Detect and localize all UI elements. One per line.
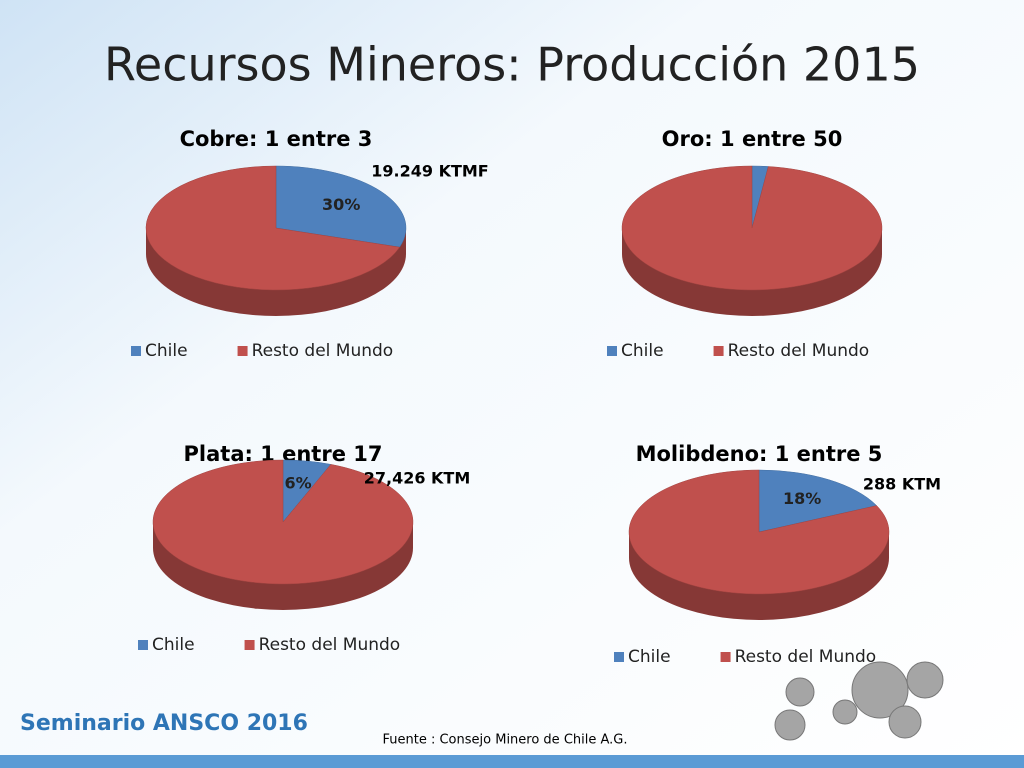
bottom-bar — [0, 755, 1024, 768]
legend-swatch — [138, 640, 148, 650]
legend-swatch — [244, 640, 255, 650]
legend-label: Resto del Mundo — [252, 341, 394, 361]
legend-label: Resto del Mundo — [728, 341, 870, 361]
pie-slice — [145, 165, 401, 291]
legend-swatch — [614, 652, 624, 662]
pie-slice — [275, 165, 407, 248]
pie-slice — [628, 469, 890, 595]
value-label: 18% — [783, 489, 821, 508]
legend-label: Resto del Mundo — [735, 647, 877, 667]
legend-swatch — [607, 346, 617, 356]
annotation: 19.249 KTMF — [371, 162, 488, 181]
slide-title: Recursos Mineros: Producción 2015 — [104, 38, 920, 92]
annotation: 288 KTM — [863, 475, 941, 494]
footer: Seminario ANSCO 2016 — [20, 711, 308, 736]
legend-label: Chile — [628, 647, 671, 667]
pie-slice — [621, 165, 883, 291]
legend-swatch — [237, 346, 248, 356]
chart-title: Oro: 1 entre 50 — [662, 127, 843, 151]
legend-label: Chile — [621, 341, 664, 361]
clip-art — [774, 661, 944, 741]
value-label: 30% — [322, 195, 360, 214]
legend-label: Resto del Mundo — [259, 635, 401, 655]
legend-label: Chile — [145, 341, 188, 361]
pie-slice — [152, 459, 414, 585]
legend-swatch — [131, 346, 141, 356]
chart-title: Molibdeno: 1 entre 5 — [636, 442, 883, 466]
annotation: 27,426 KTM — [364, 469, 471, 488]
legend-swatch — [713, 346, 724, 356]
chart-title: Cobre: 1 entre 3 — [180, 127, 373, 151]
value-label: 6% — [285, 474, 312, 493]
legend-swatch — [720, 652, 731, 662]
source: Fuente : Consejo Minero de Chile A.G. — [383, 733, 628, 748]
legend-label: Chile — [152, 635, 195, 655]
pie-slice — [758, 469, 878, 533]
